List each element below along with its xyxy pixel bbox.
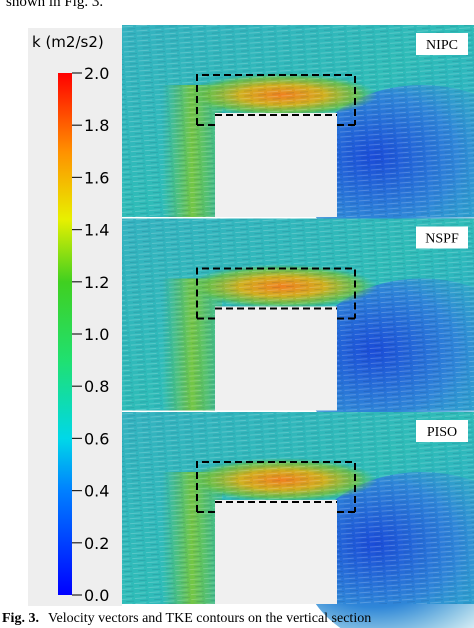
tick-label: 1.0 [84,325,109,344]
tick-label: 0.6 [84,429,109,448]
label-box [416,33,468,55]
caption-text: Velocity vectors and TKE contours on the… [48,611,371,626]
tick-label: 0.8 [84,377,109,396]
tick-label: 0.0 [84,586,109,605]
tick-label: 0.4 [84,482,109,501]
caption-label: Fig. 3. [2,611,39,626]
panel-label: PISO [427,425,457,440]
tick-label: 2.0 [84,64,109,83]
obstacle [215,113,337,217]
obstacle [215,500,337,604]
tick-label: 1.4 [84,221,109,240]
obstacle [215,306,337,411]
tick-label: 1.8 [84,116,109,135]
flow-panel: PISO [122,412,474,628]
tick-label: 1.6 [84,168,109,187]
flow-panel: NIPC [122,25,474,265]
label-box [416,420,468,442]
label-box [416,226,468,249]
panel-label: NSPF [425,232,459,247]
colorbar-panel [28,28,122,606]
tick-label: 1.2 [84,273,109,292]
colorbar-title: k (m2/s2) [32,33,104,51]
tick-label: 0.2 [84,534,109,553]
flow-panel: NSPF [122,218,474,459]
panel-label: NIPC [426,38,458,53]
header-text: shown in Fig. 3. [6,0,103,10]
colorbar [58,73,72,595]
